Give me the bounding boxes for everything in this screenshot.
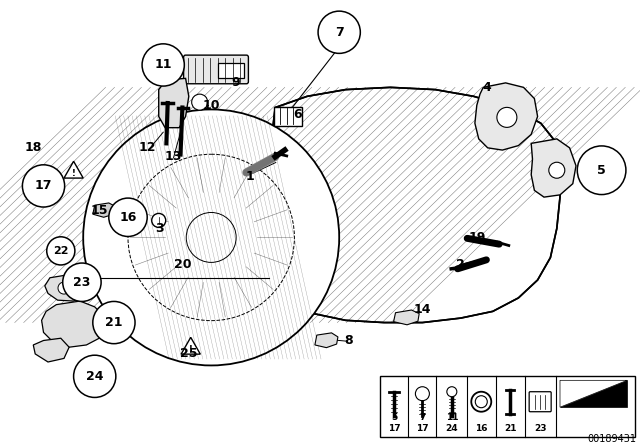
Text: 11
24: 11 24 (445, 414, 458, 433)
Text: 7: 7 (335, 26, 344, 39)
Circle shape (497, 108, 517, 127)
Polygon shape (560, 380, 627, 407)
Text: 4: 4 (482, 81, 491, 94)
Polygon shape (181, 337, 200, 354)
Circle shape (22, 165, 65, 207)
Text: 14: 14 (413, 302, 431, 316)
FancyBboxPatch shape (274, 107, 302, 125)
FancyBboxPatch shape (529, 392, 551, 412)
Text: 25: 25 (180, 347, 198, 361)
Circle shape (192, 94, 207, 110)
Text: 00189431: 00189431 (587, 434, 636, 444)
Circle shape (74, 355, 116, 397)
Bar (380, 376, 635, 437)
Text: !: ! (72, 169, 76, 178)
Circle shape (83, 109, 339, 366)
Polygon shape (560, 380, 627, 407)
Polygon shape (315, 333, 338, 348)
Text: 5
17: 5 17 (388, 414, 401, 433)
Circle shape (152, 213, 166, 228)
Text: 9: 9 (231, 76, 240, 90)
Polygon shape (42, 301, 106, 347)
Text: 12: 12 (138, 141, 156, 155)
Circle shape (577, 146, 626, 194)
FancyBboxPatch shape (184, 55, 248, 84)
Polygon shape (93, 203, 116, 217)
Text: 15: 15 (90, 204, 108, 217)
Circle shape (58, 282, 70, 294)
Text: 23: 23 (534, 424, 547, 433)
FancyBboxPatch shape (218, 63, 244, 78)
Polygon shape (531, 139, 576, 197)
Polygon shape (33, 338, 69, 362)
Circle shape (63, 263, 101, 302)
Polygon shape (159, 78, 189, 128)
Circle shape (47, 237, 75, 265)
Circle shape (93, 302, 135, 344)
Text: 24: 24 (86, 370, 104, 383)
Text: 18: 18 (24, 141, 42, 155)
Circle shape (109, 198, 147, 237)
Text: 5: 5 (597, 164, 606, 177)
Text: 7
17: 7 17 (416, 414, 429, 433)
Text: 16: 16 (119, 211, 137, 224)
Text: 1: 1 (245, 170, 254, 184)
Text: 8: 8 (344, 334, 353, 347)
Text: 21: 21 (105, 316, 123, 329)
Circle shape (142, 44, 184, 86)
Polygon shape (475, 83, 538, 150)
Text: 10: 10 (202, 99, 220, 112)
Circle shape (548, 162, 564, 178)
Polygon shape (394, 310, 419, 325)
Polygon shape (266, 87, 560, 323)
Text: 22: 22 (53, 246, 68, 256)
Circle shape (318, 11, 360, 53)
Text: 23: 23 (73, 276, 91, 289)
Polygon shape (45, 274, 86, 301)
Text: 21: 21 (504, 424, 516, 433)
Text: 6: 6 (293, 108, 302, 121)
Text: !: ! (189, 345, 193, 354)
Polygon shape (64, 161, 83, 178)
Circle shape (447, 387, 457, 397)
Text: 2: 2 (456, 258, 465, 271)
Text: 17: 17 (35, 179, 52, 193)
Text: 11: 11 (154, 58, 172, 72)
Text: 3: 3 (156, 222, 164, 235)
Text: 20: 20 (173, 258, 191, 271)
Text: 13: 13 (164, 150, 182, 164)
Text: 16: 16 (475, 424, 488, 433)
Text: 19: 19 (468, 231, 486, 244)
